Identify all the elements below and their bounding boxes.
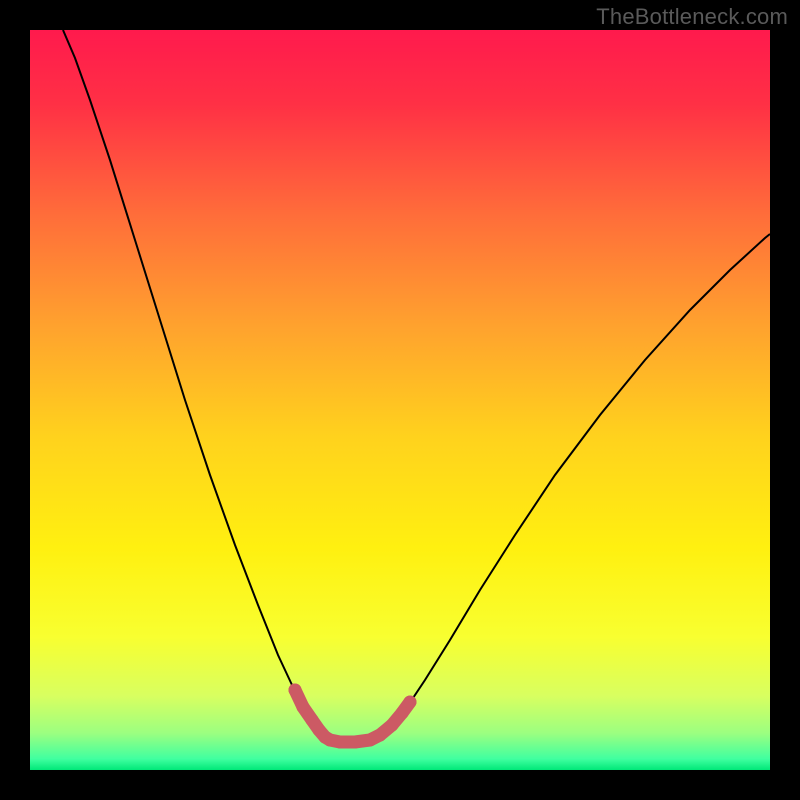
bottleneck-curve [63,30,770,742]
plot-svg [0,0,800,800]
figure-root: TheBottleneck.com [0,0,800,800]
overlay-segment [289,684,417,749]
